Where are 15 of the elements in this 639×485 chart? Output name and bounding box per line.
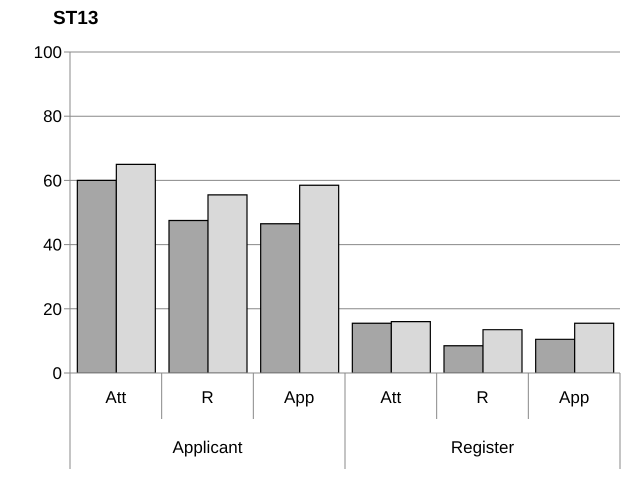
chart-title: ST13 xyxy=(53,8,98,30)
y-tick-label: 40 xyxy=(43,236,62,255)
x-tick-label: App xyxy=(559,388,590,407)
x-tick-label: R xyxy=(476,388,489,407)
x-tick-label: Att xyxy=(105,388,126,407)
text: Register xyxy=(450,438,514,457)
text: Applicant xyxy=(172,438,243,457)
y-tick-label: 20 xyxy=(43,300,62,319)
x-tick-label: R xyxy=(201,388,214,407)
y-tick-label: 60 xyxy=(43,171,62,190)
y-tick-label: 80 xyxy=(43,107,62,126)
x-tick-label: Att xyxy=(380,388,402,407)
y-tick-label: 0 xyxy=(52,364,62,384)
x-tick-label: App xyxy=(284,388,314,407)
y-tick-label: 100 xyxy=(34,43,62,62)
